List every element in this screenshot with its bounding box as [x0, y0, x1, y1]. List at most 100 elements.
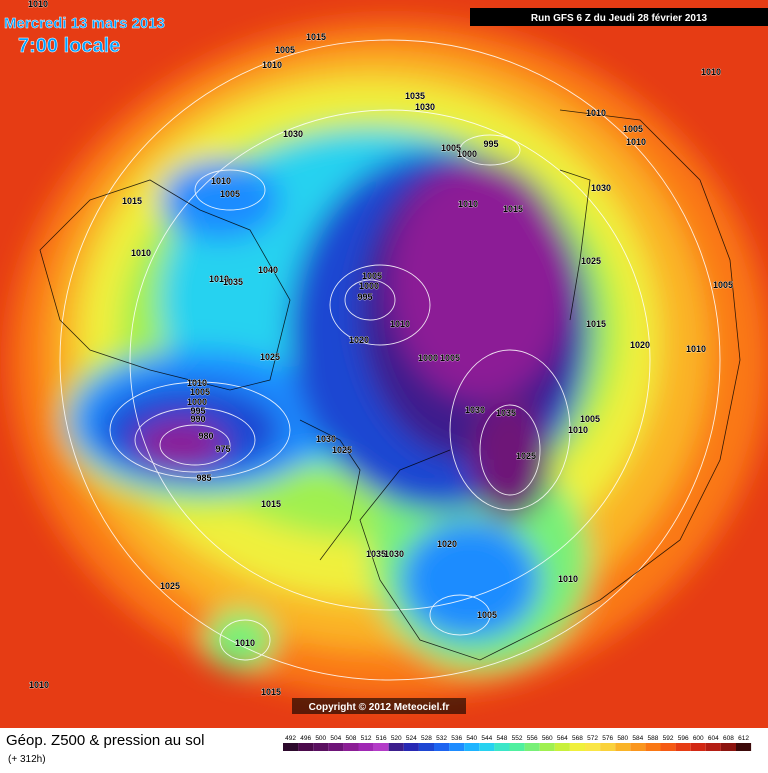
legend-swatch: [494, 743, 510, 751]
pressure-label: 995: [190, 406, 205, 416]
pressure-label: 1005: [190, 387, 210, 397]
pressure-label: 1005: [362, 271, 382, 281]
run: Run GFS 6 Z du Jeudi 28 février 2013: [531, 13, 708, 24]
legend-swatch: [298, 743, 314, 751]
legend-swatch: [720, 743, 736, 751]
legend-swatch: [539, 743, 555, 751]
pressure-label: 1010: [29, 680, 49, 690]
pressure-label: 1020: [630, 340, 650, 350]
legend-label: 544: [481, 735, 492, 742]
legend-swatch: [509, 743, 525, 751]
legend-label: 500: [315, 735, 326, 742]
pressure-label: 1005: [220, 189, 240, 199]
legend-label: 584: [632, 735, 643, 742]
pressure-labels: 1010101510051010101010351030101010051030…: [28, 0, 734, 697]
legend-label: 532: [436, 735, 447, 742]
pressure-label: 1020: [437, 539, 457, 549]
pressure-label: 1010: [187, 378, 207, 388]
copyright-box: [292, 698, 466, 714]
legend-label: 508: [346, 735, 357, 742]
legend-swatch: [600, 743, 616, 751]
pressure-label: 1035: [223, 277, 243, 287]
legend-label: 600: [693, 735, 704, 742]
pressure-label: 1030: [465, 405, 485, 415]
legend-swatch: [690, 743, 706, 751]
legend-swatch: [585, 743, 601, 751]
legend-swatch: [660, 743, 676, 751]
pressure-label: 975: [215, 444, 230, 454]
legend-label: 572: [587, 735, 598, 742]
legend-swatch: [373, 743, 389, 751]
pressure-label: 1025: [581, 256, 601, 266]
legend-swatch: [569, 743, 585, 751]
pressure-label: 1010: [568, 425, 588, 435]
copyright: Copyright © 2012 Meteociel.fr: [309, 702, 450, 713]
pressure-label: 1035: [405, 91, 425, 101]
pressure-label: 1020: [349, 335, 369, 345]
pressure-label: 1010: [28, 0, 48, 9]
pressure-label: 1010: [209, 274, 229, 284]
legend-swatch: [675, 743, 691, 751]
legend-label: 576: [602, 735, 613, 742]
legend-label: 504: [330, 735, 341, 742]
pressure-label: 1015: [261, 687, 281, 697]
legend-swatch: [630, 743, 646, 751]
pressure-label: 995: [483, 139, 498, 149]
pressure-label: 1015: [306, 32, 326, 42]
legend-swatch: [283, 743, 299, 751]
legend-swatch: [705, 743, 721, 751]
legend-swatch: [554, 743, 570, 751]
pressure-label: 1030: [591, 183, 611, 193]
pressure-label: 1005: [477, 610, 497, 620]
legend-swatch: [388, 743, 404, 751]
pressure-label: 1000: [187, 397, 207, 407]
pressure-label: 1010: [235, 638, 255, 648]
pressure-label: 1010: [686, 344, 706, 354]
legend-label: 512: [361, 735, 372, 742]
legend-swatch: [434, 743, 450, 751]
pressure-label: 995: [357, 292, 372, 302]
pressure-label: 1005: [441, 143, 461, 153]
legend-swatch: [313, 743, 329, 751]
legend-label: 592: [663, 735, 674, 742]
date: Mercredi 13 mars 2013: [4, 15, 165, 32]
legend-label: 548: [497, 735, 508, 742]
pressure-label: 1010: [390, 319, 410, 329]
pressure-label: 1025: [260, 352, 280, 362]
legend-swatch: [328, 743, 344, 751]
pressure-label: 1000: [359, 281, 379, 291]
pressure-label: 1040: [258, 265, 278, 275]
pressure-label: 1025: [516, 451, 536, 461]
legend-label: 568: [572, 735, 583, 742]
pressure-label: 1010: [701, 67, 721, 77]
legend-swatch: [524, 743, 540, 751]
legend-label: 580: [617, 735, 628, 742]
pressure-label: 1005: [580, 414, 600, 424]
legend-label: 564: [557, 735, 568, 742]
pressure-label: 1000: [457, 149, 477, 159]
pressure-label: 1010: [262, 60, 282, 70]
pressure-label: 1030: [283, 129, 303, 139]
legend-swatch: [615, 743, 631, 751]
legend-label: 516: [376, 735, 387, 742]
pressure-label: 1025: [332, 445, 352, 455]
footer-title: Géop. Z500 & pression au sol: [6, 732, 204, 749]
field: [0, 0, 768, 728]
pressure-label: 1010: [586, 108, 606, 118]
pressure-label: 1015: [261, 499, 281, 509]
pressure-label: 1035: [366, 549, 386, 559]
legend-swatch: [736, 743, 752, 751]
legend-swatch: [418, 743, 434, 751]
pressure-label: 1005: [623, 124, 643, 134]
pressure-label: 1030: [384, 549, 404, 559]
pressure-label: 1025: [160, 581, 180, 591]
legend-label: 588: [648, 735, 659, 742]
legend-label: 556: [527, 735, 538, 742]
legend-label: 596: [678, 735, 689, 742]
legend-label: 524: [406, 735, 417, 742]
legend-label: 552: [512, 735, 523, 742]
legend-swatch: [479, 743, 495, 751]
pressure-label: 1015: [122, 196, 142, 206]
